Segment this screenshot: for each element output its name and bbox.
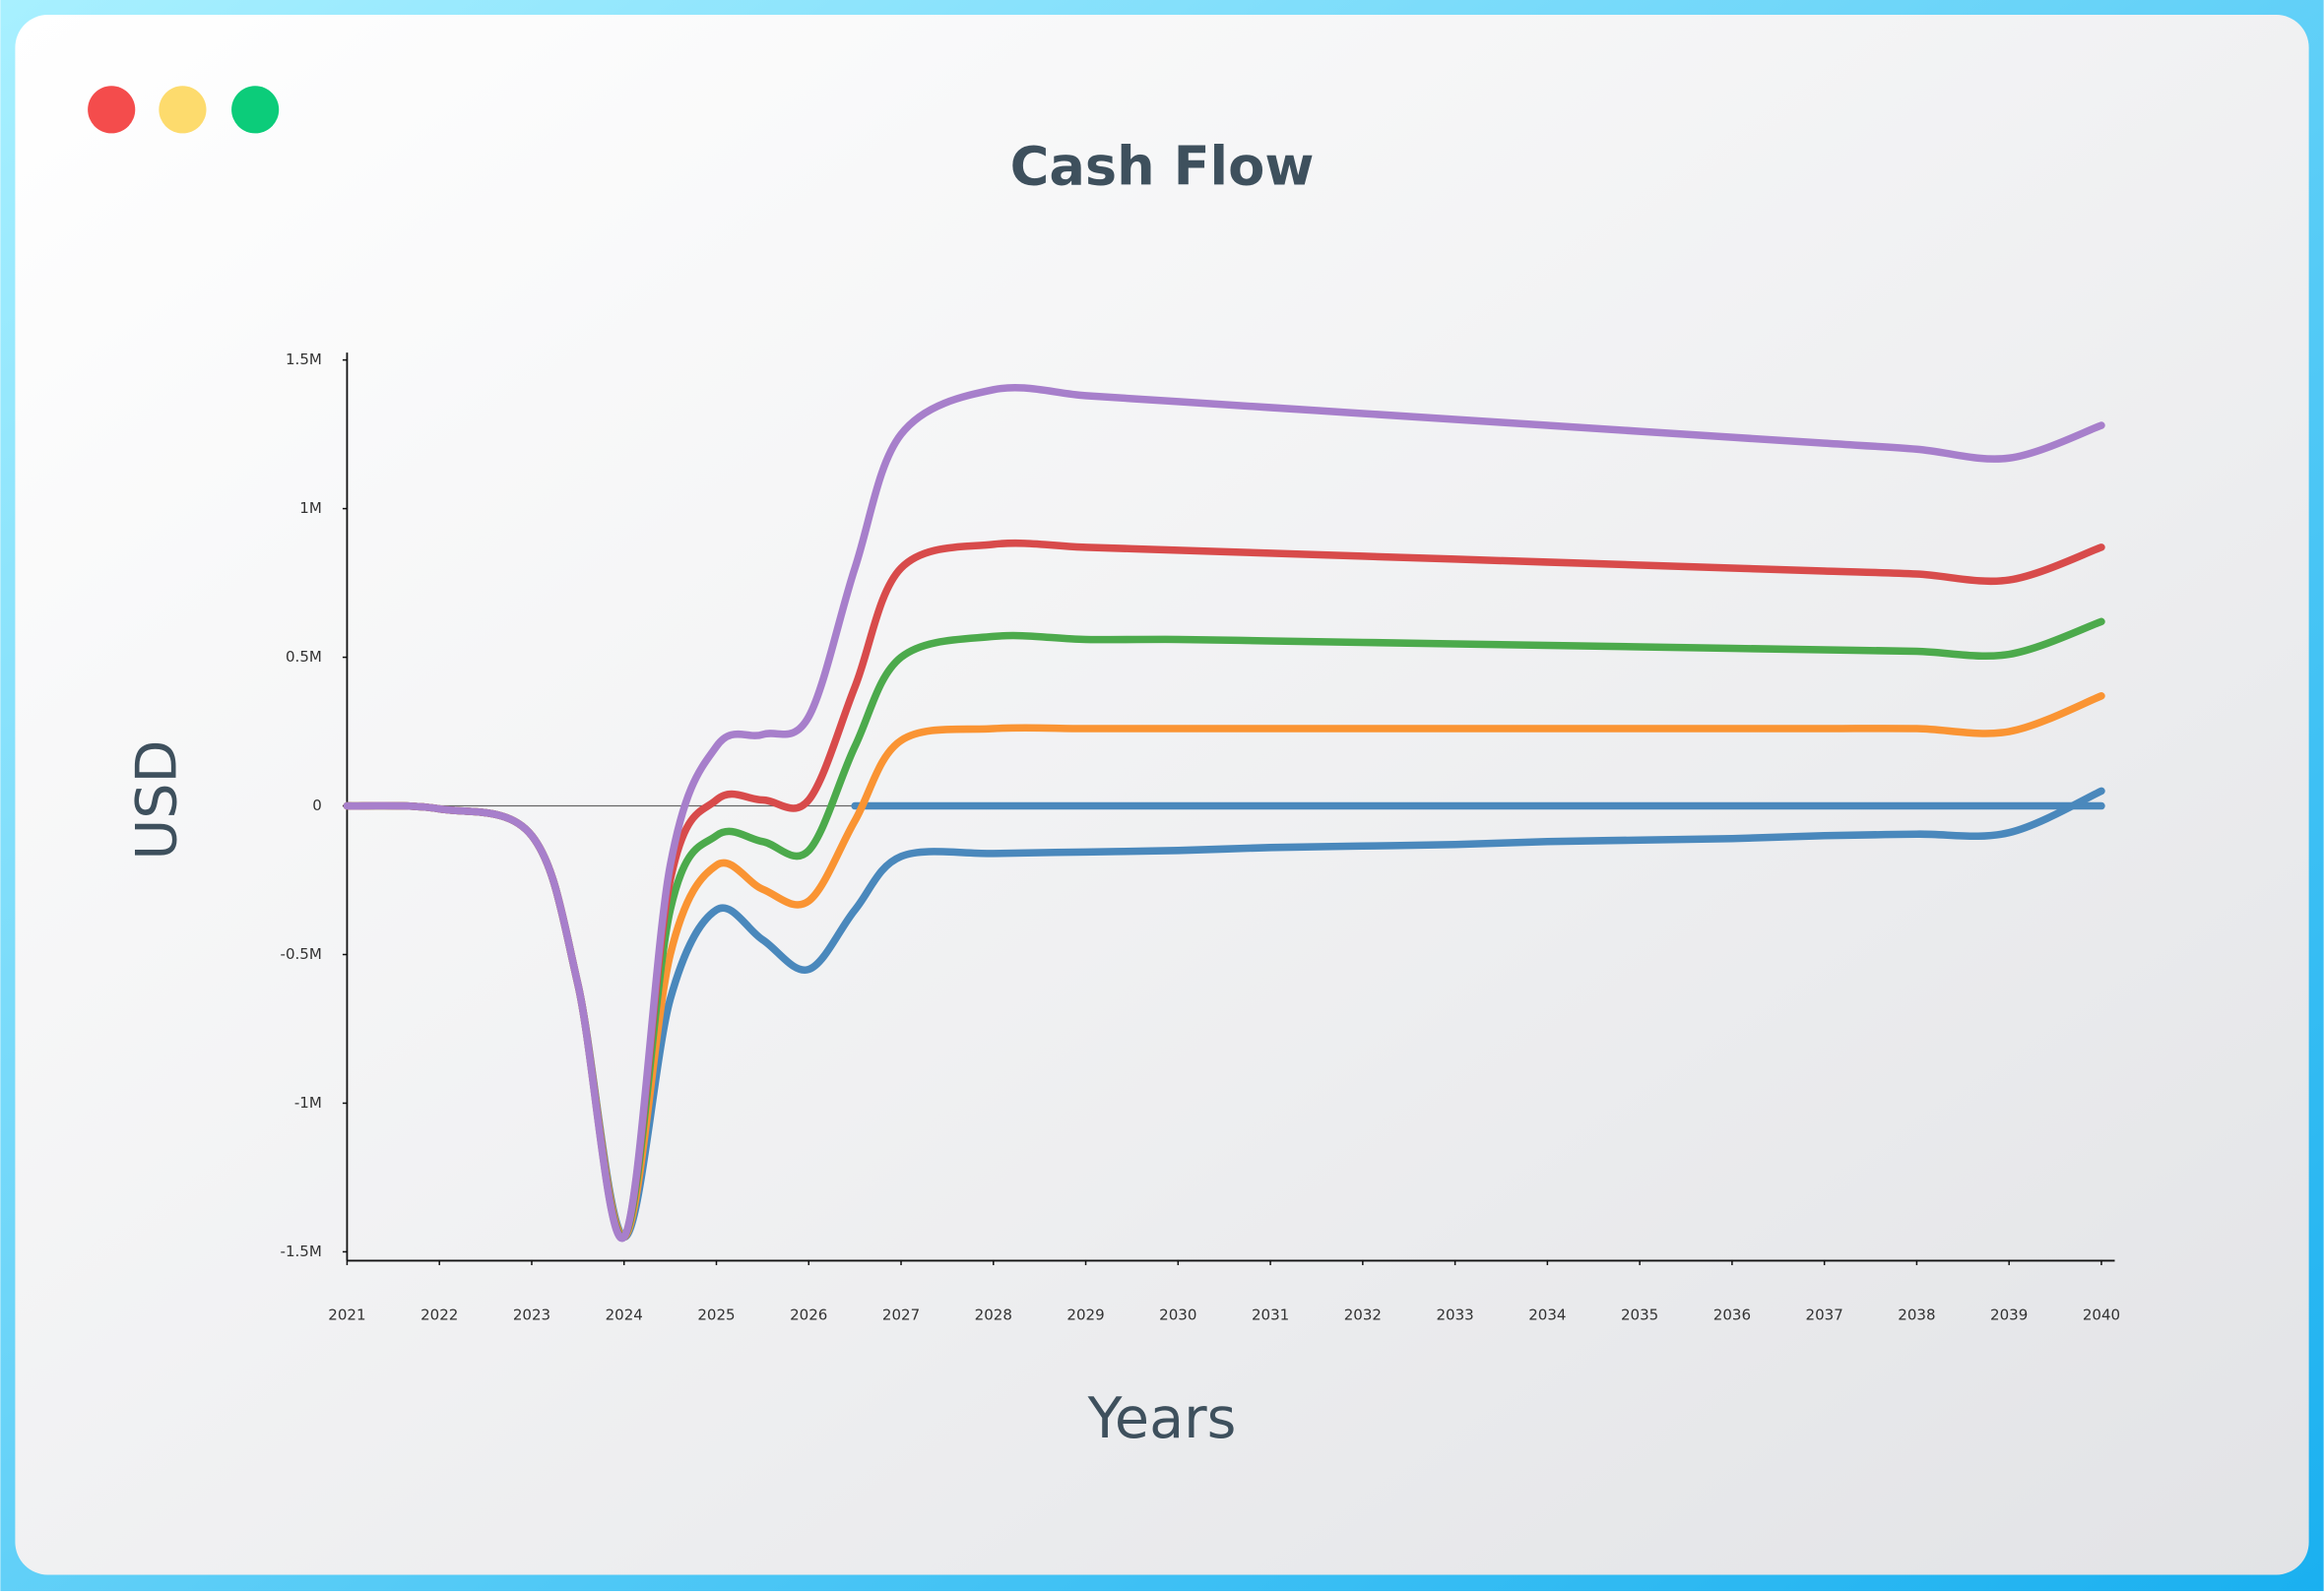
x-tick-label: 2037 <box>1806 1307 1843 1324</box>
x-tick-label: 2021 <box>328 1307 365 1324</box>
y-tick-label: 0 <box>312 797 322 814</box>
x-tick-label: 2024 <box>606 1307 643 1324</box>
x-axis-label: Years <box>1087 1386 1237 1451</box>
x-tick-label: 2025 <box>697 1307 735 1324</box>
y-tick-label: -0.5M <box>281 945 322 963</box>
y-tick-label: -1M <box>294 1094 322 1112</box>
x-tick-label: 2031 <box>1252 1307 1289 1324</box>
minimize-dot[interactable] <box>159 86 207 134</box>
x-tick-label: 2028 <box>975 1307 1012 1324</box>
x-tick-label: 2022 <box>420 1307 458 1324</box>
x-tick-label: 2032 <box>1344 1307 1382 1324</box>
panel <box>15 15 2309 1575</box>
x-tick-label: 2023 <box>513 1307 550 1324</box>
maximize-dot[interactable] <box>231 86 280 134</box>
y-tick-label: 1.5M <box>286 351 322 368</box>
x-tick-label: 2033 <box>1436 1307 1473 1324</box>
x-tick-label: 2026 <box>790 1307 827 1324</box>
x-tick-label: 2035 <box>1621 1307 1658 1324</box>
x-tick-label: 2029 <box>1066 1307 1104 1324</box>
y-tick-label: 0.5M <box>286 648 322 666</box>
chart-title: Cash Flow <box>1010 136 1315 198</box>
x-tick-label: 2039 <box>1990 1307 2028 1324</box>
y-axis-label: USD <box>124 739 189 860</box>
x-tick-label: 2036 <box>1713 1307 1751 1324</box>
x-tick-label: 2034 <box>1528 1307 1566 1324</box>
x-tick-label: 2040 <box>2083 1307 2120 1324</box>
y-tick-label: -1.5M <box>281 1243 322 1260</box>
x-tick-label: 2030 <box>1159 1307 1196 1324</box>
y-tick-label: 1M <box>299 499 322 517</box>
close-dot[interactable] <box>88 86 136 134</box>
series-line <box>343 383 2105 1243</box>
x-tick-label: 2038 <box>1898 1307 1935 1324</box>
x-tick-label: 2027 <box>882 1307 920 1324</box>
